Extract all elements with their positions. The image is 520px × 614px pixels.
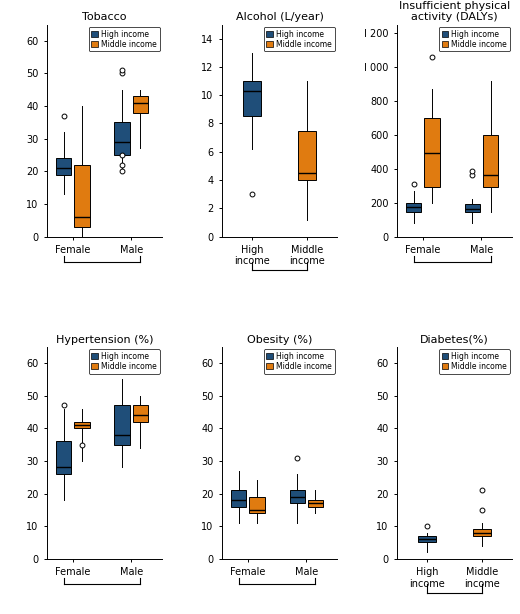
Legend: High income, Middle income: High income, Middle income: [89, 349, 160, 373]
Bar: [298, 131, 316, 180]
Bar: [483, 135, 498, 187]
Bar: [290, 490, 305, 503]
Bar: [114, 405, 130, 445]
Bar: [56, 158, 71, 174]
Title: Diabetes(%): Diabetes(%): [420, 335, 489, 344]
Bar: [114, 122, 130, 155]
Legend: High income, Middle income: High income, Middle income: [264, 349, 335, 373]
Bar: [133, 405, 148, 422]
Bar: [473, 529, 491, 536]
Title: Obesity (%): Obesity (%): [247, 335, 312, 344]
Bar: [424, 118, 440, 187]
Legend: High income, Middle income: High income, Middle income: [439, 27, 510, 52]
Bar: [465, 204, 480, 212]
Bar: [243, 81, 261, 117]
Bar: [133, 96, 148, 112]
Bar: [308, 500, 323, 507]
Bar: [56, 441, 71, 474]
Title: Tobacco: Tobacco: [82, 12, 127, 22]
Legend: High income, Middle income: High income, Middle income: [264, 27, 335, 52]
Title: Insufficient physical
activity (DALYs): Insufficient physical activity (DALYs): [399, 1, 510, 22]
Bar: [419, 536, 436, 542]
Bar: [74, 165, 89, 227]
Legend: High income, Middle income: High income, Middle income: [439, 349, 510, 373]
Bar: [406, 203, 422, 212]
Title: Alcohol (L/year): Alcohol (L/year): [236, 12, 323, 22]
Bar: [74, 422, 89, 429]
Bar: [249, 497, 265, 513]
Bar: [231, 490, 246, 507]
Title: Hypertension (%): Hypertension (%): [56, 335, 153, 344]
Legend: High income, Middle income: High income, Middle income: [89, 27, 160, 52]
